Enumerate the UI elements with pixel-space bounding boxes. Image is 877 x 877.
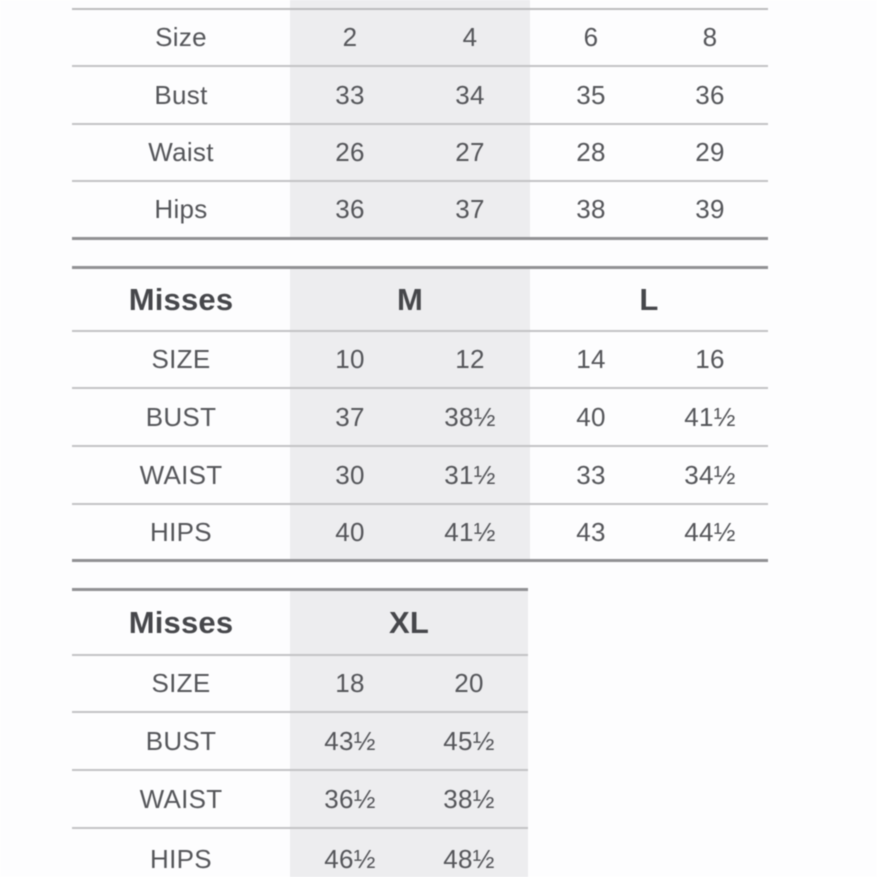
row-label: Size <box>155 22 207 52</box>
cell-value: 4 <box>462 22 478 52</box>
cell-value: 39 <box>695 194 725 224</box>
cell-value: 35 <box>576 79 606 110</box>
cell-value: 40 <box>576 401 606 432</box>
row-label: Bust <box>154 79 208 110</box>
size-table-top: Size 2 4 6 8 Bust 33 34 35 36 Waist 26 2… <box>72 0 768 240</box>
cell-value: 40 <box>335 516 365 547</box>
size-table-misses-m-l: Misses M L SIZE 10 12 14 16 BUST 37 38½ … <box>72 266 768 562</box>
cell-value: 33 <box>576 459 606 490</box>
table-row: WAIST 30 31½ 33 34½ <box>72 447 768 505</box>
cell-value: 33 <box>335 79 365 110</box>
cell-value: 36½ <box>324 783 376 814</box>
row-label: BUST <box>145 401 217 432</box>
cell-value: 48½ <box>443 843 495 874</box>
row-label: Hips <box>154 194 208 224</box>
cell-value: 26 <box>335 137 365 167</box>
cell-value: 44½ <box>684 516 736 547</box>
table-header-row: Misses M L <box>72 269 768 332</box>
row-label: WAIST <box>139 459 223 490</box>
row-label: WAIST <box>139 783 223 814</box>
row-label: Waist <box>148 137 214 167</box>
table-title: Misses <box>128 604 234 640</box>
cell-value: 16 <box>695 344 725 374</box>
row-label: SIZE <box>151 344 211 374</box>
highlight-band <box>290 0 530 240</box>
row-label: SIZE <box>151 668 211 698</box>
table-row: SIZE 18 20 <box>72 656 528 713</box>
size-group-xl: XL <box>388 604 429 640</box>
cell-value: 27 <box>455 137 485 167</box>
cell-value: 30 <box>335 459 365 490</box>
cell-value: 8 <box>702 22 718 52</box>
table-row: Hips 36 37 38 39 <box>72 182 768 240</box>
table-header-row: Misses XL <box>72 591 528 656</box>
cell-value: 41½ <box>444 516 496 547</box>
row-label: HIPS <box>150 516 212 547</box>
cell-value: 28 <box>576 137 606 167</box>
cell-value: 45½ <box>443 725 495 756</box>
row-label: HIPS <box>150 843 212 874</box>
table-row: Size 2 4 6 8 <box>72 10 768 67</box>
cell-value: 31½ <box>444 459 496 490</box>
size-group-m: M <box>396 281 424 317</box>
table-row: HIPS 40 41½ 43 44½ <box>72 505 768 562</box>
table-row: WAIST 36½ 38½ <box>72 771 528 829</box>
cell-value: 38½ <box>443 783 495 814</box>
table-row: BUST 43½ 45½ <box>72 713 528 771</box>
size-group-l: L <box>639 281 659 317</box>
cell-value: 46½ <box>324 843 376 874</box>
cell-value: 38 <box>576 194 606 224</box>
cell-value: 37 <box>455 194 485 224</box>
cell-value: 43 <box>576 516 606 547</box>
cell-value: 37 <box>335 401 365 432</box>
cutoff-header-row <box>72 0 768 10</box>
cell-value: 34 <box>455 79 485 110</box>
cell-value: 14 <box>576 344 606 374</box>
table-row: HIPS 46½ 48½ <box>72 829 528 877</box>
cell-value: 36 <box>335 194 365 224</box>
highlight-band <box>290 591 528 877</box>
table-title: Misses <box>128 281 234 317</box>
cell-value: 20 <box>454 668 484 698</box>
cell-value: 41½ <box>684 401 736 432</box>
cell-value: 12 <box>455 344 485 374</box>
cell-value: 36 <box>695 79 725 110</box>
cell-value: 2 <box>342 22 358 52</box>
cell-value: 6 <box>583 22 599 52</box>
size-table-misses-xl: Misses XL SIZE 18 20 BUST 43½ 45½ WAIST … <box>72 588 528 877</box>
cell-value: 29 <box>695 137 725 167</box>
table-row: BUST 37 38½ 40 41½ <box>72 389 768 447</box>
highlight-band <box>290 269 530 562</box>
row-label: BUST <box>145 725 217 756</box>
table-row: Waist 26 27 28 29 <box>72 125 768 182</box>
cell-value: 43½ <box>324 725 376 756</box>
cell-value: 18 <box>335 668 365 698</box>
cell-value: 10 <box>335 344 365 374</box>
cell-value: 38½ <box>444 401 496 432</box>
cell-value: 34½ <box>684 459 736 490</box>
table-row: Bust 33 34 35 36 <box>72 67 768 125</box>
table-row: SIZE 10 12 14 16 <box>72 332 768 389</box>
